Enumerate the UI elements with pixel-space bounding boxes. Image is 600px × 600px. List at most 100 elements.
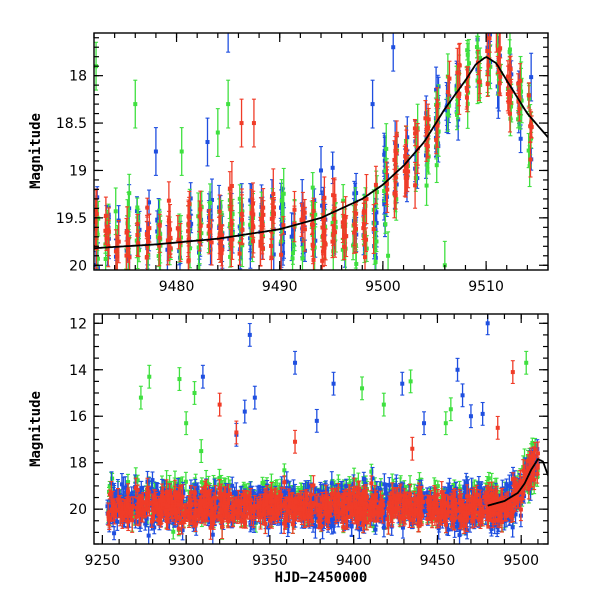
- red-data-point: [363, 234, 368, 270]
- blue-data-point: [391, 33, 396, 72]
- green-data-point: [524, 350, 529, 375]
- y-tick-label: 20: [69, 258, 87, 274]
- blue-data-point: [480, 401, 485, 426]
- top-data-points: [94, 0, 534, 270]
- red-data-point: [322, 235, 327, 260]
- blue-data-point: [247, 322, 252, 347]
- red-data-point: [302, 198, 307, 227]
- red-data-point: [413, 161, 418, 209]
- x-tick-label: 9510: [468, 279, 504, 295]
- blue-data-point: [293, 350, 298, 375]
- red-data-point: [371, 204, 376, 254]
- red-data-point: [269, 238, 274, 270]
- green-data-point: [360, 376, 365, 401]
- red-data-point: [251, 98, 256, 148]
- blue-data-point: [478, 0, 482, 20]
- y-tick-label: 18: [69, 456, 87, 472]
- x-tick-label: 9480: [159, 279, 195, 295]
- red-data-point: [393, 135, 398, 166]
- red-data-point: [281, 216, 286, 235]
- green-data-point: [383, 214, 388, 234]
- red-data-point: [477, 70, 482, 95]
- y-tick-label: 18.5: [56, 116, 87, 132]
- red-data-point: [495, 415, 500, 440]
- blue-data-point: [331, 371, 336, 396]
- y-tick-label: 14: [69, 363, 87, 379]
- red-data-point: [293, 429, 298, 454]
- x-tick-label: 9490: [262, 279, 298, 295]
- blue-data-point: [226, 33, 231, 53]
- y-tick-label: 18: [69, 69, 87, 85]
- red-data-point: [279, 234, 284, 270]
- red-data-point: [426, 107, 431, 131]
- blue-data-point: [200, 364, 205, 389]
- blue-data-point: [242, 399, 247, 424]
- green-data-point: [215, 108, 220, 157]
- y-tick-label: 19: [69, 163, 87, 179]
- blue-data-point: [468, 404, 473, 429]
- red-data-point: [322, 176, 327, 220]
- red-data-point: [507, 56, 512, 77]
- x-tick-label: 9450: [420, 553, 456, 569]
- green-data-point: [147, 364, 152, 389]
- bottom-y-axis-label: Magnitude: [28, 391, 44, 467]
- bottom-data-points: [105, 314, 540, 544]
- blue-data-point: [205, 117, 210, 167]
- x-tick-label: 9500: [503, 553, 539, 569]
- top-tick-labels: 9480 9490 9500 9510 18 18.5 19 19.5 20: [56, 69, 504, 295]
- red-data-point: [354, 204, 359, 254]
- red-data-point: [373, 165, 378, 205]
- y-tick-label: 12: [69, 316, 87, 332]
- blue-data-point: [252, 385, 257, 410]
- red-data-point: [207, 209, 212, 255]
- red-data-point: [209, 219, 214, 266]
- green-data-point: [199, 439, 204, 464]
- y-tick-label: 20: [69, 502, 87, 518]
- red-data-point: [510, 360, 515, 385]
- green-data-point: [192, 381, 197, 405]
- red-data-point: [333, 206, 338, 258]
- y-tick-label: 19.5: [56, 211, 87, 227]
- red-data-point: [218, 231, 223, 263]
- x-tick-label: 9350: [252, 553, 288, 569]
- blue-data-point: [146, 526, 151, 544]
- red-data-point: [498, 57, 503, 97]
- x-tick-label: 9400: [336, 553, 372, 569]
- green-data-point: [179, 127, 184, 176]
- red-data-point: [300, 191, 305, 243]
- blue-data-point: [529, 52, 534, 102]
- red-data-point: [506, 89, 511, 114]
- green-data-point: [279, 179, 284, 223]
- red-data-point: [384, 172, 389, 195]
- green-data-point: [381, 392, 386, 417]
- green-data-point: [465, 39, 470, 61]
- green-data-point: [133, 79, 138, 129]
- red-data-point: [176, 230, 181, 250]
- red-data-point: [240, 215, 245, 244]
- red-data-point: [228, 191, 233, 228]
- top-y-axis-label: Magnitude: [28, 113, 44, 189]
- red-data-point: [157, 213, 162, 238]
- green-data-point: [448, 397, 453, 422]
- red-data-point: [526, 82, 531, 109]
- red-data-point: [292, 190, 297, 229]
- bottom-x-axis-label: HJD−2450000: [275, 570, 368, 586]
- green-data-point: [184, 411, 189, 436]
- top-axis-ticks: [93, 33, 549, 270]
- blue-data-point: [112, 526, 117, 541]
- blue-data-point: [400, 371, 405, 396]
- red-data-point: [343, 196, 348, 239]
- blue-data-point: [422, 411, 427, 436]
- red-data-point: [364, 173, 369, 225]
- x-tick-label: 9300: [168, 553, 204, 569]
- red-data-point: [485, 33, 490, 77]
- red-data-point: [509, 78, 514, 105]
- red-data-point: [528, 109, 533, 144]
- top-panel: 9480 9490 9500 9510 18 18.5 19 19.5 20 Magnitude: [28, 0, 549, 295]
- red-data-point: [393, 181, 398, 210]
- green-data-point: [138, 385, 143, 410]
- red-data-point: [403, 125, 408, 173]
- blue-data-point: [460, 383, 465, 408]
- red-data-point: [413, 120, 418, 147]
